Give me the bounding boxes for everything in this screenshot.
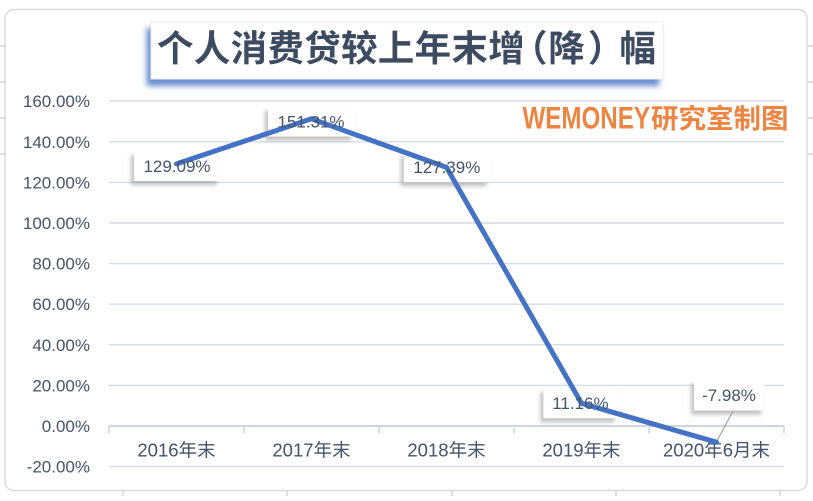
svg-text:160.00%: 160.00%	[23, 92, 90, 111]
svg-text:20.00%: 20.00%	[32, 376, 90, 395]
svg-text:129.09%: 129.09%	[143, 157, 210, 176]
svg-text:127.39%: 127.39%	[413, 158, 480, 177]
svg-text:0.00%: 0.00%	[42, 417, 90, 436]
svg-text:-20.00%: -20.00%	[27, 458, 90, 477]
svg-text:151.31%: 151.31%	[277, 113, 344, 132]
svg-text:11.16%: 11.16%	[552, 394, 608, 413]
svg-text:120.00%: 120.00%	[23, 173, 90, 192]
svg-text:2019: 2019	[542, 440, 583, 461]
svg-text:6: 6	[723, 440, 733, 461]
svg-text:WEMONEY: WEMONEY	[523, 100, 651, 135]
svg-text:60.00%: 60.00%	[32, 295, 90, 314]
svg-text:-7.98%: -7.98%	[702, 386, 756, 405]
svg-text:40.00%: 40.00%	[32, 336, 90, 355]
svg-text:100.00%: 100.00%	[23, 214, 90, 233]
svg-text:80.00%: 80.00%	[32, 255, 90, 274]
svg-text:140.00%: 140.00%	[23, 133, 90, 152]
svg-text:2018: 2018	[407, 440, 448, 461]
svg-text:2016: 2016	[137, 440, 178, 461]
svg-text:2020: 2020	[663, 440, 704, 461]
svg-text:2017: 2017	[272, 440, 313, 461]
